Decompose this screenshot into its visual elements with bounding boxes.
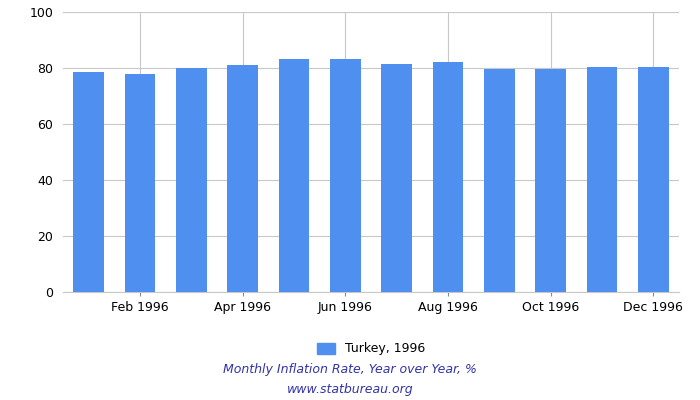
Bar (279, 59, 309, 292)
Text: Monthly Inflation Rate, Year over Year, %: Monthly Inflation Rate, Year over Year, … (223, 364, 477, 376)
Bar (74, 72, 104, 292)
Text: www.statbureau.org: www.statbureau.org (287, 384, 413, 396)
Bar (484, 68, 514, 292)
Bar (125, 74, 155, 292)
Bar (228, 65, 258, 292)
Bar (433, 62, 463, 292)
Bar (176, 68, 206, 292)
Legend: Turkey, 1996: Turkey, 1996 (312, 338, 430, 360)
Bar (382, 64, 412, 292)
Bar (330, 59, 360, 292)
Bar (638, 68, 668, 292)
Bar (587, 66, 617, 292)
Bar (536, 68, 566, 292)
